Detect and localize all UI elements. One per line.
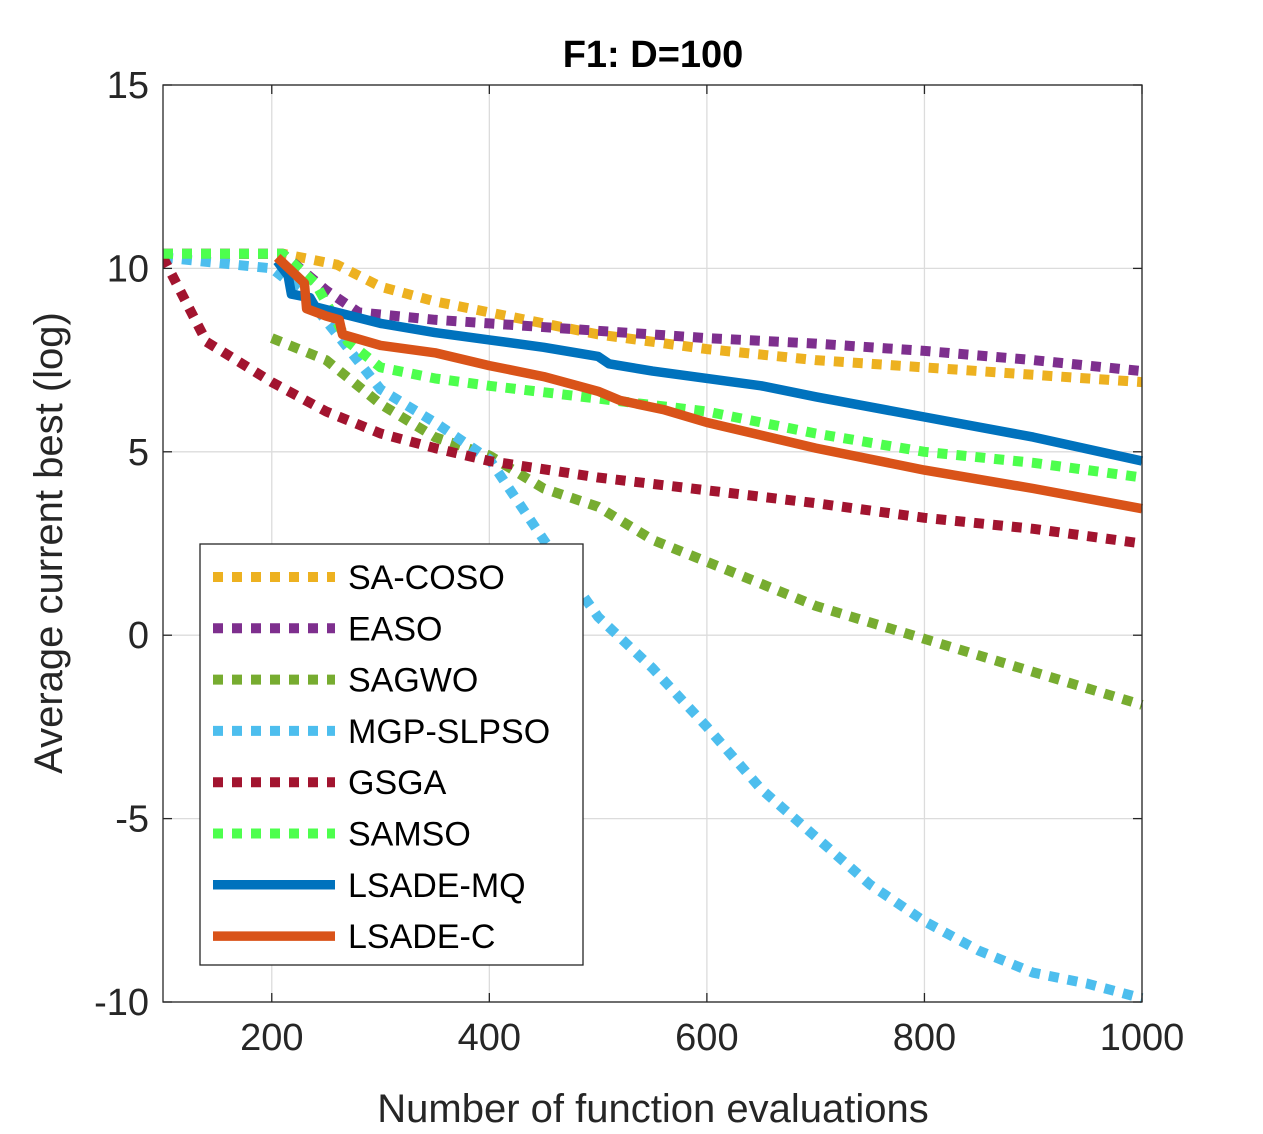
legend-label: MGP-SLPSO: [348, 713, 550, 751]
series-lines: [163, 248, 1144, 1004]
chart-title: F1: D=100: [563, 34, 744, 76]
y-tick-label: -10: [94, 982, 149, 1024]
legend-box: [199, 543, 584, 966]
tick-labels: 200 400 600 800 1000 -10 -5 0 5 10 15: [94, 65, 1184, 1059]
legend-label: SAMSO: [348, 816, 471, 854]
legend-label: SA-COSO: [348, 559, 505, 597]
y-tick-label: 10: [107, 248, 149, 290]
y-tick-label: 5: [128, 432, 149, 474]
y-tick-label: -5: [115, 799, 149, 841]
legend-label: SAGWO: [348, 662, 478, 700]
legend-label: LSADE-C: [348, 918, 495, 956]
x-tick-label: 800: [893, 1017, 956, 1059]
x-tick-label: 1000: [1100, 1017, 1185, 1059]
axes-box: [162, 84, 1143, 1003]
series-line-sagwo: [269, 333, 1144, 710]
y-tick-label: 0: [128, 615, 149, 657]
x-tick-label: 200: [240, 1017, 303, 1059]
series-line-easo: [163, 248, 1143, 377]
legend-label: LSADE-MQ: [348, 867, 526, 905]
x-axis-label: Number of function evaluations: [377, 1087, 928, 1131]
x-tick-label: 400: [458, 1017, 521, 1059]
series-line-gsga: [163, 255, 1143, 549]
legend: SA-COSO EASO SAGWO MGP-SLPSO GSGA SAMSO LSADE-…: [199, 543, 584, 966]
series-line-lsade-c: [273, 253, 1143, 514]
legend-label: EASO: [348, 610, 442, 648]
axes-frame: [162, 84, 1143, 1003]
series-line-samso: [163, 248, 1143, 483]
legend-label: GSGA: [348, 764, 447, 802]
y-tick-label: 15: [107, 65, 149, 107]
series-line-mgp-slpso: [163, 252, 1144, 1004]
y-axis-label: Average current best (log): [27, 312, 71, 774]
x-tick-label: 600: [675, 1017, 738, 1059]
